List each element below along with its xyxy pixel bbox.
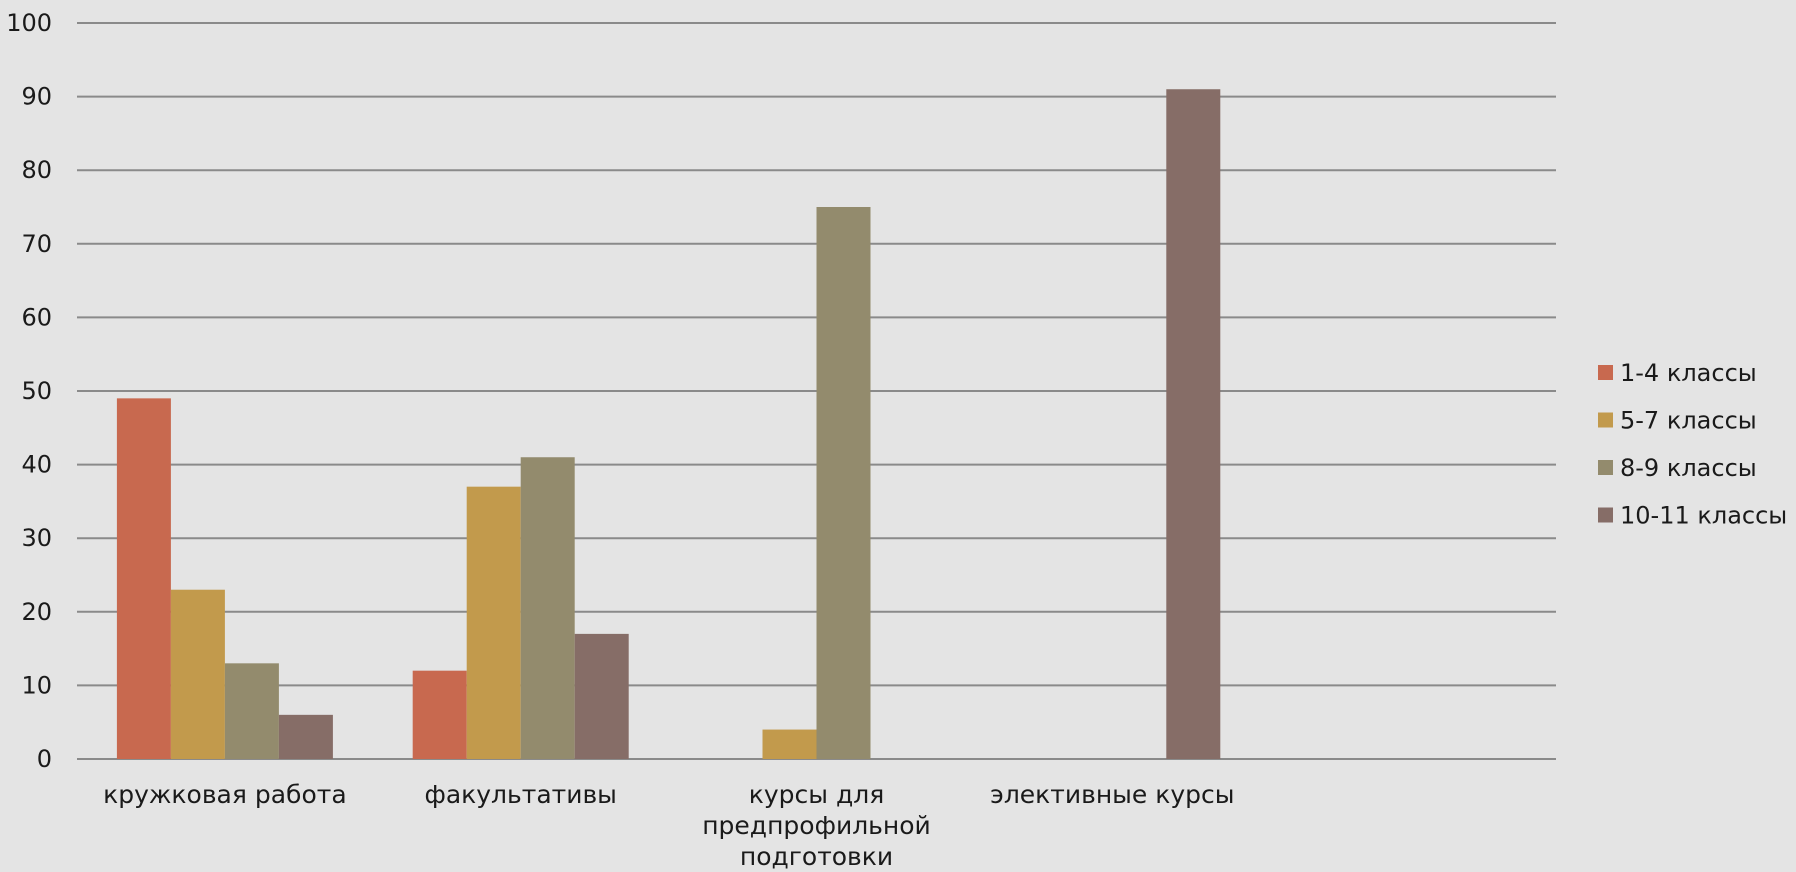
bar: [170, 589, 225, 759]
bar: [278, 714, 333, 759]
bar: [574, 633, 629, 759]
y-tick-label: 50: [21, 377, 52, 405]
legend-label: 5-7 классы: [1620, 407, 1757, 435]
y-tick-label: 90: [21, 83, 52, 111]
y-tick-label: 40: [21, 451, 52, 479]
legend-label: 8-9 классы: [1620, 454, 1757, 482]
x-category-label-line: элективные курсы: [990, 780, 1234, 809]
bar: [816, 207, 871, 759]
bar: [412, 670, 467, 759]
y-tick-label: 100: [6, 9, 52, 37]
bar: [1166, 89, 1221, 760]
x-category-label: курсы для предпрофильной подготовки: [702, 780, 931, 871]
x-category-label-line: подготовки: [740, 842, 893, 871]
y-tick-label: 0: [37, 745, 52, 773]
bar: [762, 729, 817, 759]
y-tick-label: 10: [21, 671, 52, 699]
bar-layer: [116, 89, 1221, 760]
legend-swatch: [1598, 507, 1613, 523]
bar: [116, 398, 171, 759]
x-category-label: факультативы: [424, 780, 616, 809]
legend: 1-4 классы 5-7 классы 8-9 классы 10-11 клас…: [1598, 359, 1787, 530]
bar: [466, 486, 521, 759]
x-category-label: кружковая работа: [103, 780, 347, 809]
legend-swatch: [1598, 460, 1613, 475]
x-category-label-line: факультативы: [424, 780, 616, 809]
y-tick-label: 80: [21, 156, 52, 184]
legend-swatch: [1598, 412, 1613, 428]
y-tick-label: 20: [21, 598, 52, 626]
bar: [224, 663, 279, 759]
x-category-label: элективные курсы: [990, 780, 1234, 809]
bar: [520, 457, 575, 759]
axis-layer: 0 10 20 30 40 50 60 70 80 90 100 кружковая работа фа…: [6, 9, 1234, 871]
y-tick-label: 70: [21, 230, 52, 258]
legend-swatch: [1598, 365, 1613, 380]
legend-label: 10-11 классы: [1620, 502, 1787, 530]
x-category-label-line: курсы для: [749, 780, 885, 809]
legend-label: 1-4 классы: [1620, 359, 1757, 387]
x-category-label-line: кружковая работа: [103, 780, 347, 809]
y-tick-label: 60: [21, 303, 52, 331]
y-tick-label: 30: [21, 524, 52, 552]
x-category-label-line: предпрофильной: [702, 811, 931, 840]
